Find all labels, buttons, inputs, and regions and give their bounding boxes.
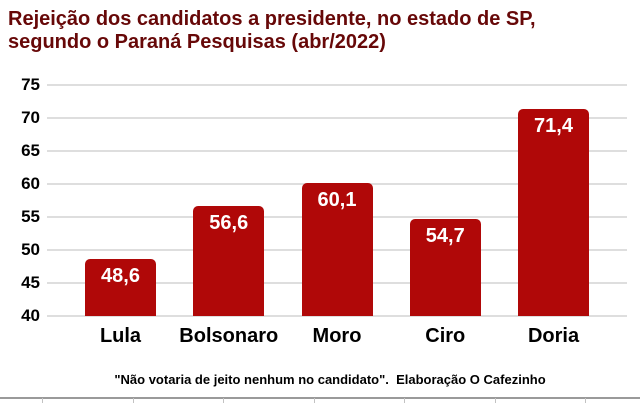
y-axis-label-40: 40 bbox=[21, 306, 40, 325]
x-axis-label-moro: Moro bbox=[312, 325, 362, 347]
bar-ciro: 54,7 bbox=[409, 218, 481, 316]
cutoff-table-tick bbox=[494, 398, 496, 403]
cutoff-table-tick bbox=[132, 398, 134, 403]
x-axis-label-doria: Doria bbox=[527, 325, 580, 347]
gridline-75 bbox=[47, 84, 627, 86]
bar-bolsonaro: 56,6 bbox=[193, 206, 265, 316]
gridline-70 bbox=[47, 117, 627, 119]
chart-title: Rejeição dos candidatos a presidente, no… bbox=[8, 8, 634, 54]
gridline-65 bbox=[47, 150, 627, 152]
cutoff-table-tick bbox=[313, 398, 315, 403]
bar-value-label: 54,7 bbox=[425, 224, 465, 247]
y-axis-label-60: 60 bbox=[21, 174, 40, 193]
chart-title-line2: segundo o Paraná Pesquisas (abr/2022) bbox=[8, 31, 386, 53]
bar-moro: 60,1 bbox=[301, 183, 373, 316]
cutoff-table-tick bbox=[42, 398, 43, 403]
y-axis-label-45: 45 bbox=[21, 273, 40, 292]
y-axis-label-65: 65 bbox=[21, 141, 40, 160]
cutoff-table-tick bbox=[404, 398, 405, 403]
bar-doria: 71,4 bbox=[518, 108, 589, 316]
y-axis-label-70: 70 bbox=[21, 108, 40, 127]
y-axis-label-50: 50 bbox=[21, 240, 40, 259]
y-axis-label-55: 55 bbox=[21, 207, 40, 226]
bar-value-label: 71,4 bbox=[534, 114, 573, 137]
bar-lula: 48,6 bbox=[85, 259, 156, 316]
cutoff-table-tick bbox=[223, 398, 224, 403]
bar-value-label: 56,6 bbox=[209, 212, 249, 235]
y-axis-label-75: 75 bbox=[21, 75, 40, 94]
chart-title-line1: Rejeição dos candidatos a presidente, no… bbox=[8, 8, 536, 30]
cutoff-table-border bbox=[0, 397, 640, 399]
bar-value-label: 48,6 bbox=[101, 265, 140, 288]
cutoff-table-tick bbox=[585, 398, 586, 403]
x-axis-label-bolsonaro: Bolsonaro bbox=[179, 325, 279, 347]
gridline-40 bbox=[47, 315, 627, 317]
bar-value-label: 60,1 bbox=[317, 189, 357, 212]
chart-caption: "Não votaria de jeito nenhum no candidat… bbox=[114, 372, 546, 387]
x-axis-label-lula: Lula bbox=[99, 325, 142, 347]
x-axis-label-ciro: Ciro bbox=[425, 325, 466, 347]
